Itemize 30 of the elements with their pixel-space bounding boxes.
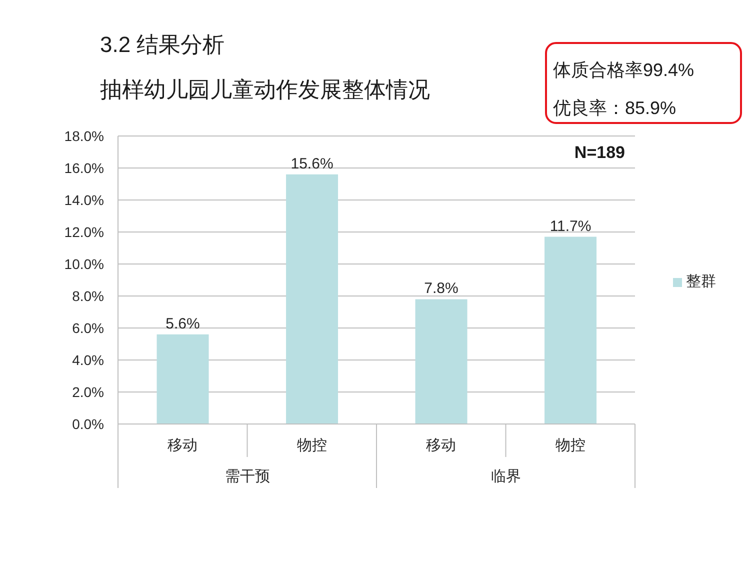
legend-label: 整群 xyxy=(686,274,716,290)
annotation: N=189 xyxy=(574,143,625,163)
y-tick-label: 2.0% xyxy=(72,384,104,400)
y-tick-label: 4.0% xyxy=(72,352,104,368)
text: 需干预 xyxy=(224,468,270,486)
y-tick-label: 10.0% xyxy=(64,256,104,272)
y-tick-label: 0.0% xyxy=(72,416,104,432)
y-tick-label: 18.0% xyxy=(64,128,104,144)
y-tick-label: 14.0% xyxy=(64,192,104,208)
x-tick-label: 物控 xyxy=(555,437,586,454)
bar xyxy=(286,174,338,424)
data-label: 5.6% xyxy=(166,315,200,332)
text: 优良率：85.9% xyxy=(553,97,676,120)
x-tick-label: 移动 xyxy=(168,437,198,454)
x-tick-label: 移动 xyxy=(426,437,456,454)
text: 体质合格率99.4% xyxy=(553,59,694,82)
y-tick-label: 8.0% xyxy=(72,288,104,304)
data-label: 11.7% xyxy=(550,218,592,235)
x-tick-label: 物控 xyxy=(296,437,327,454)
bar xyxy=(156,334,209,424)
data-label: 15.6% xyxy=(290,155,334,172)
text: 临界 xyxy=(490,468,521,486)
chart-title: 3.2 结果分析 xyxy=(100,31,225,59)
bar xyxy=(415,299,468,424)
y-tick-label: 16.0% xyxy=(64,160,104,176)
data-label: 7.8% xyxy=(424,280,458,298)
y-tick-label: 12.0% xyxy=(64,224,104,240)
bar xyxy=(544,236,597,424)
chart-subtitle: 抽样幼儿园儿童动作发展整体情况 xyxy=(100,76,430,104)
y-tick-label: 6.0% xyxy=(72,320,104,336)
